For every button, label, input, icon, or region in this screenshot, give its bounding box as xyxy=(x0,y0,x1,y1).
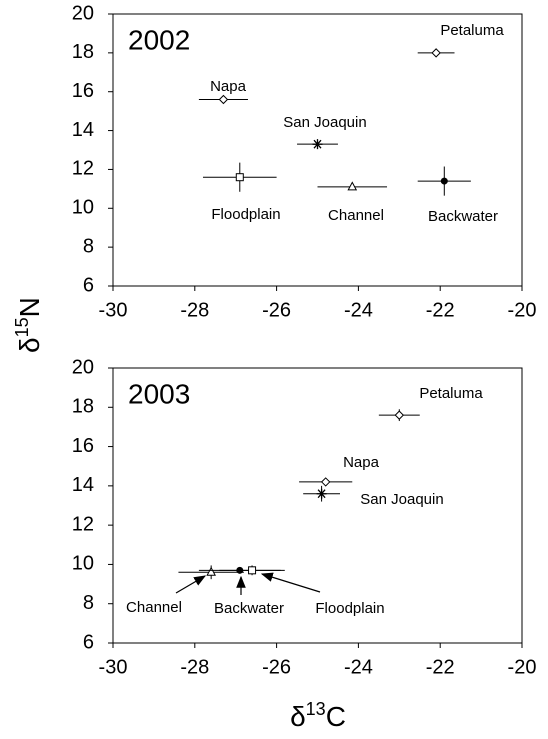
x-tick-label: -24 xyxy=(344,656,373,678)
y-tick-label: 16 xyxy=(72,80,94,102)
y-label-symbol: δ xyxy=(14,337,45,353)
x-label-superscript: 13 xyxy=(306,699,326,719)
point-label: Channel xyxy=(328,207,384,224)
point xyxy=(316,488,327,499)
y-tick-label: 16 xyxy=(72,435,94,457)
point xyxy=(206,566,216,576)
point xyxy=(431,48,441,58)
y-tick-label: 14 xyxy=(72,119,94,141)
y-tick-label: 18 xyxy=(72,396,94,418)
y-tick-label: 6 xyxy=(83,631,94,653)
point xyxy=(394,410,405,420)
y-tick-label: 14 xyxy=(72,474,94,496)
point xyxy=(218,94,229,105)
y-tick-label: 10 xyxy=(72,197,94,219)
x-tick-label: -26 xyxy=(262,299,291,321)
point-label: Channel xyxy=(126,599,182,616)
x-tick-label: -28 xyxy=(180,656,209,678)
point-label: Petaluma xyxy=(440,22,504,39)
y-label-superscript: 15 xyxy=(12,317,32,337)
point xyxy=(320,477,331,487)
plot-frame xyxy=(112,13,523,287)
x-tick-label: -26 xyxy=(262,656,291,678)
x-tick-label: -30 xyxy=(99,656,128,678)
x-tick-label: -28 xyxy=(180,299,209,321)
point xyxy=(248,566,257,575)
point-label: Floodplain xyxy=(315,600,384,617)
point xyxy=(440,177,448,185)
x-tick-label: -30 xyxy=(99,299,128,321)
point-label: Backwater xyxy=(428,208,498,225)
x-tick-label: -22 xyxy=(426,656,455,678)
point-label: Petaluma xyxy=(419,385,483,402)
label-arrow xyxy=(175,575,207,594)
point-label: Napa xyxy=(343,454,380,471)
point-label: Floodplain xyxy=(211,206,280,223)
panel-title: 2002 xyxy=(128,24,190,55)
y-tick-label: 12 xyxy=(72,158,94,180)
x-axis-label: δ13C xyxy=(290,699,346,733)
x-tick-label: -24 xyxy=(344,299,373,321)
x-tick-label: -20 xyxy=(508,299,537,321)
y-tick-label: 6 xyxy=(83,274,94,296)
point-label: San Joaquin xyxy=(360,491,443,508)
y-tick-label: 8 xyxy=(83,235,94,257)
x-tick-label: -22 xyxy=(426,299,455,321)
point xyxy=(312,139,323,150)
plot-frame xyxy=(112,367,523,644)
y-tick-label: 20 xyxy=(72,2,94,24)
y-tick-label: 12 xyxy=(72,513,94,535)
point-label: San Joaquin xyxy=(283,114,366,131)
point-label: Backwater xyxy=(214,600,284,617)
y-tick-label: 10 xyxy=(72,553,94,575)
x-tick-label: -20 xyxy=(508,656,537,678)
y-tick-label: 18 xyxy=(72,41,94,63)
point xyxy=(235,173,244,182)
y-label-element: N xyxy=(14,297,45,317)
y-tick-label: 8 xyxy=(83,592,94,614)
x-label-symbol: δ xyxy=(290,701,306,732)
x-label-element: C xyxy=(326,701,346,732)
y-axis-label: δ15N xyxy=(12,297,46,353)
point-label: Napa xyxy=(210,78,247,95)
panel-title: 2003 xyxy=(128,378,190,409)
label-arrow xyxy=(260,572,321,593)
point xyxy=(347,181,358,191)
y-tick-label: 20 xyxy=(72,356,94,378)
